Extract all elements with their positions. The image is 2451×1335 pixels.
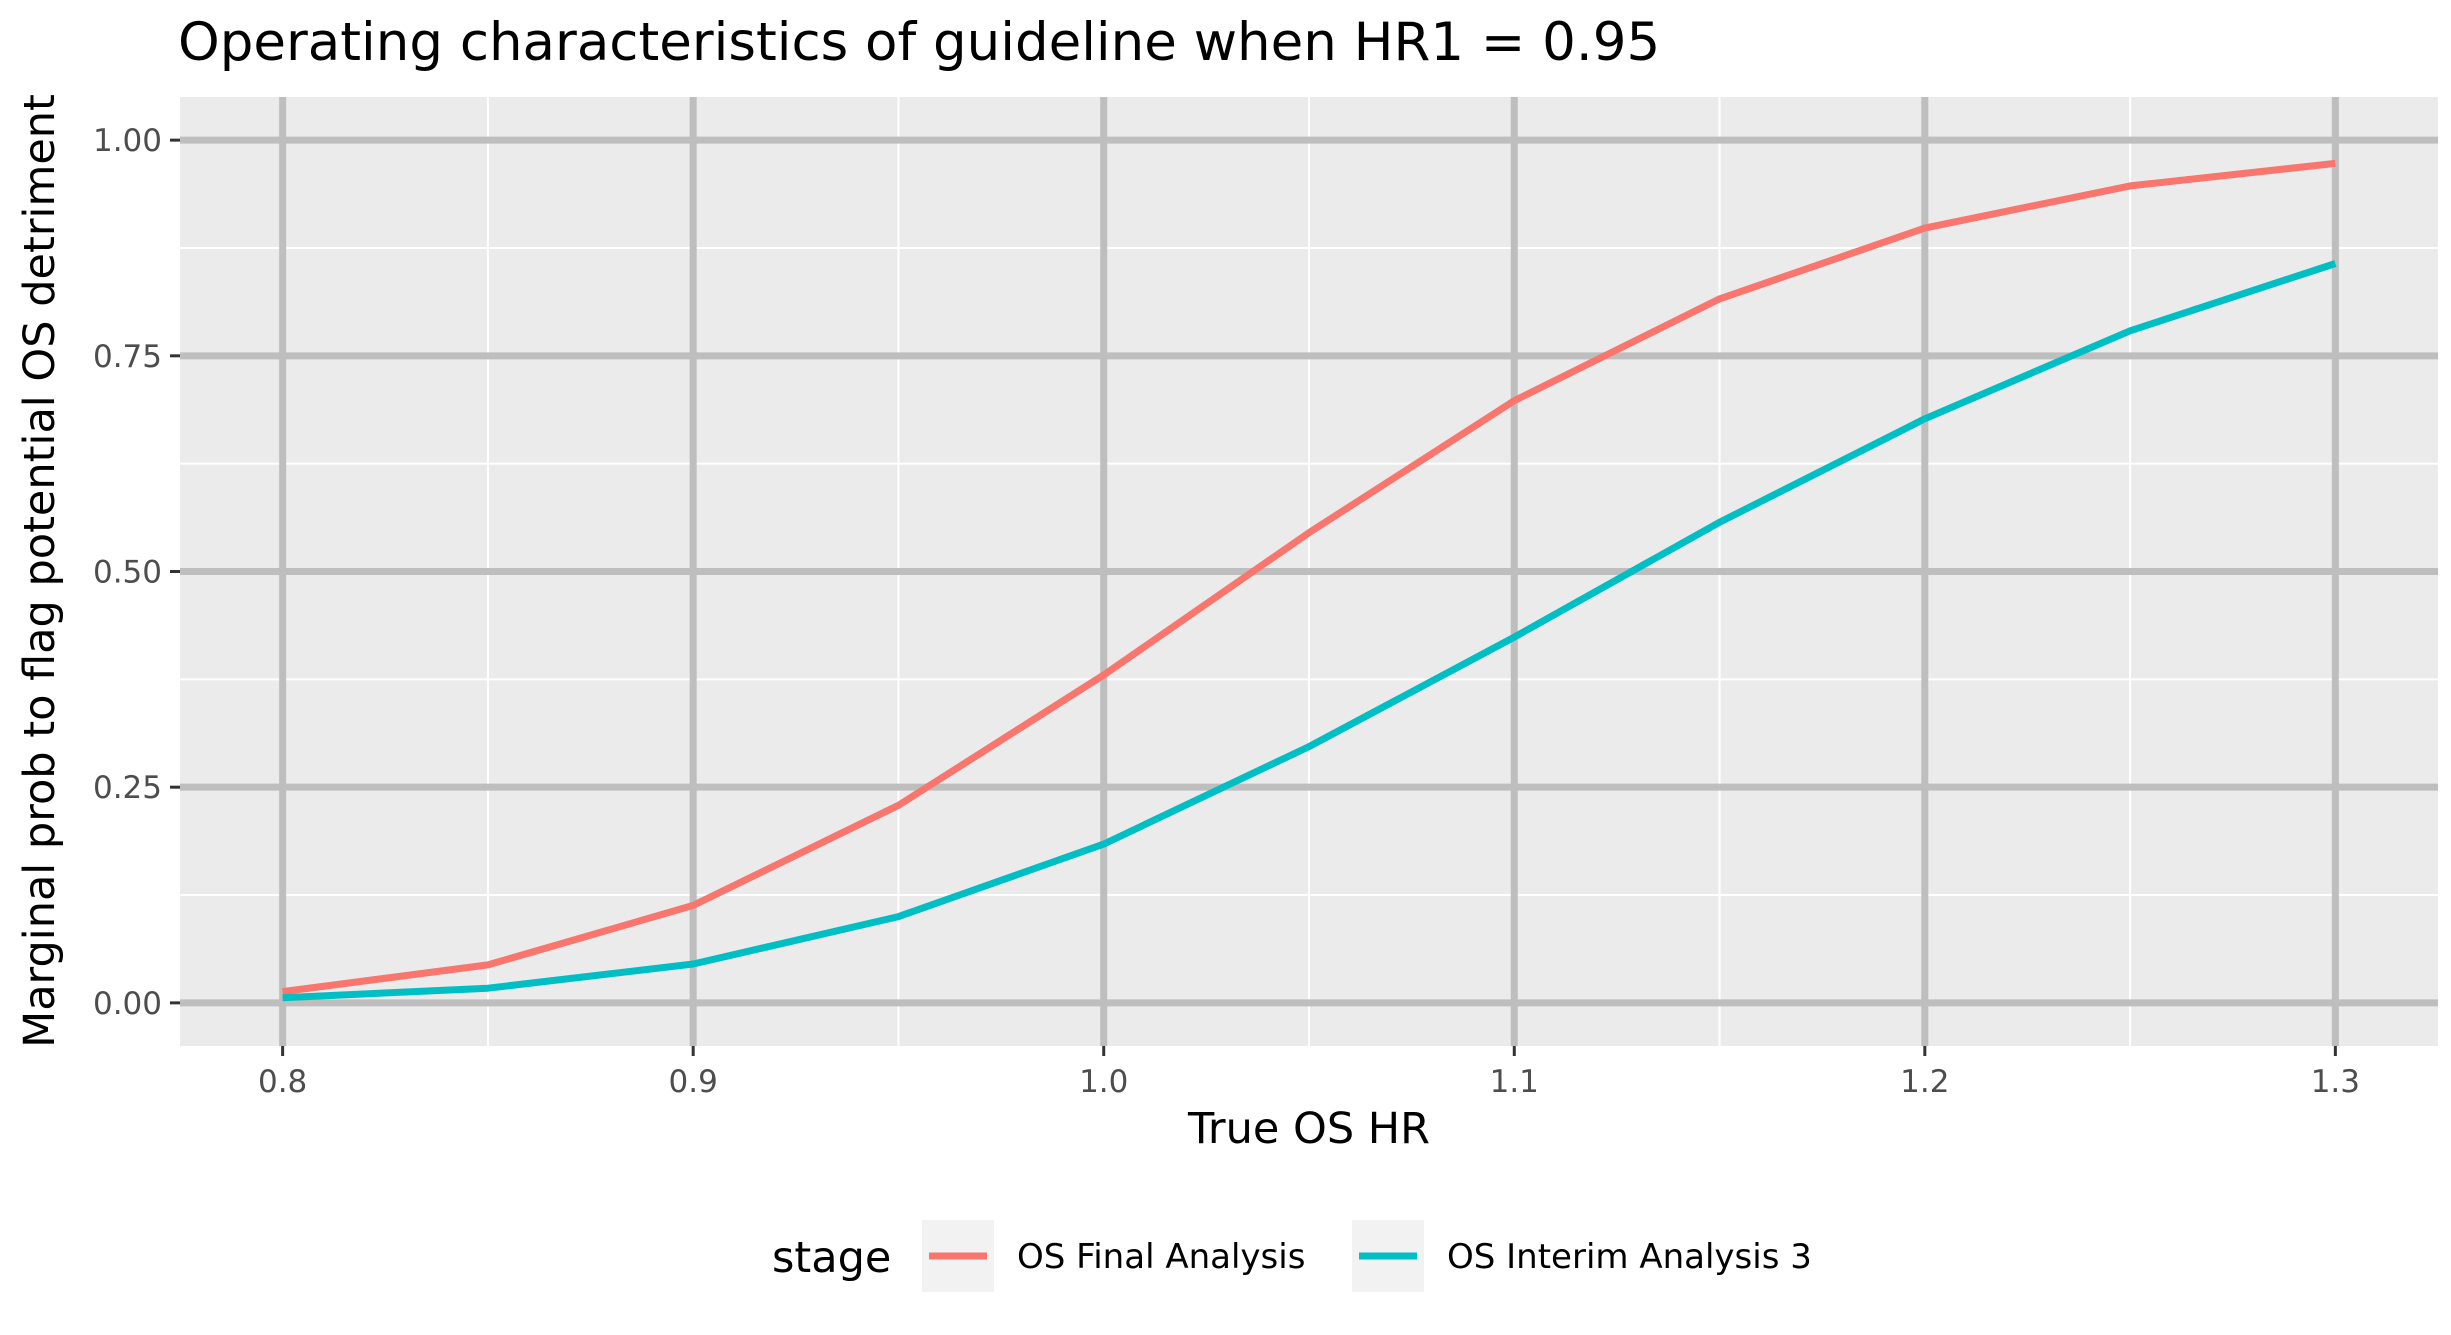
- y-axis-title: Marginal prob to flag potential OS detri…: [15, 94, 65, 1048]
- major-grid: [180, 97, 2438, 1046]
- legend-label-2: OS Interim Analysis 3: [1447, 1237, 1812, 1277]
- y-tick-label: 1.00: [93, 123, 162, 159]
- x-tick-label: 0.8: [258, 1064, 307, 1100]
- legend-label-1: OS Final Analysis: [1017, 1237, 1305, 1277]
- x-tick-label: 1.2: [1900, 1064, 1949, 1100]
- series-lines: [282, 159, 2337, 1002]
- y-tick-label: 0.75: [93, 339, 162, 375]
- x-tick-label: 1.3: [2311, 1064, 2360, 1100]
- y-axis-ticks: 0.00 0.25 0.50 0.75 1.00: [93, 123, 180, 1022]
- chart-title: Operating characteristics of guideline w…: [178, 12, 1660, 73]
- series-line-2: [282, 260, 2337, 1002]
- series-line-1: [282, 159, 2336, 996]
- legend: stage OS Final Analysis OS Interim Analys…: [772, 1220, 1812, 1292]
- y-tick-label: 0.00: [93, 986, 162, 1022]
- x-tick-label: 1.0: [1079, 1064, 1128, 1100]
- legend-items: OS Final Analysis OS Interim Analysis 3: [922, 1220, 1812, 1292]
- y-tick-label: 0.50: [93, 555, 162, 591]
- x-tick-label: 1.1: [1490, 1064, 1539, 1100]
- y-tick-label: 0.25: [93, 770, 162, 806]
- x-axis-title: True OS HR: [1187, 1104, 1430, 1154]
- legend-title: stage: [772, 1233, 891, 1283]
- x-tick-label: 0.9: [669, 1064, 718, 1100]
- x-axis-ticks: 0.8 0.9 1.0 1.1 1.2 1.3: [258, 1046, 2360, 1100]
